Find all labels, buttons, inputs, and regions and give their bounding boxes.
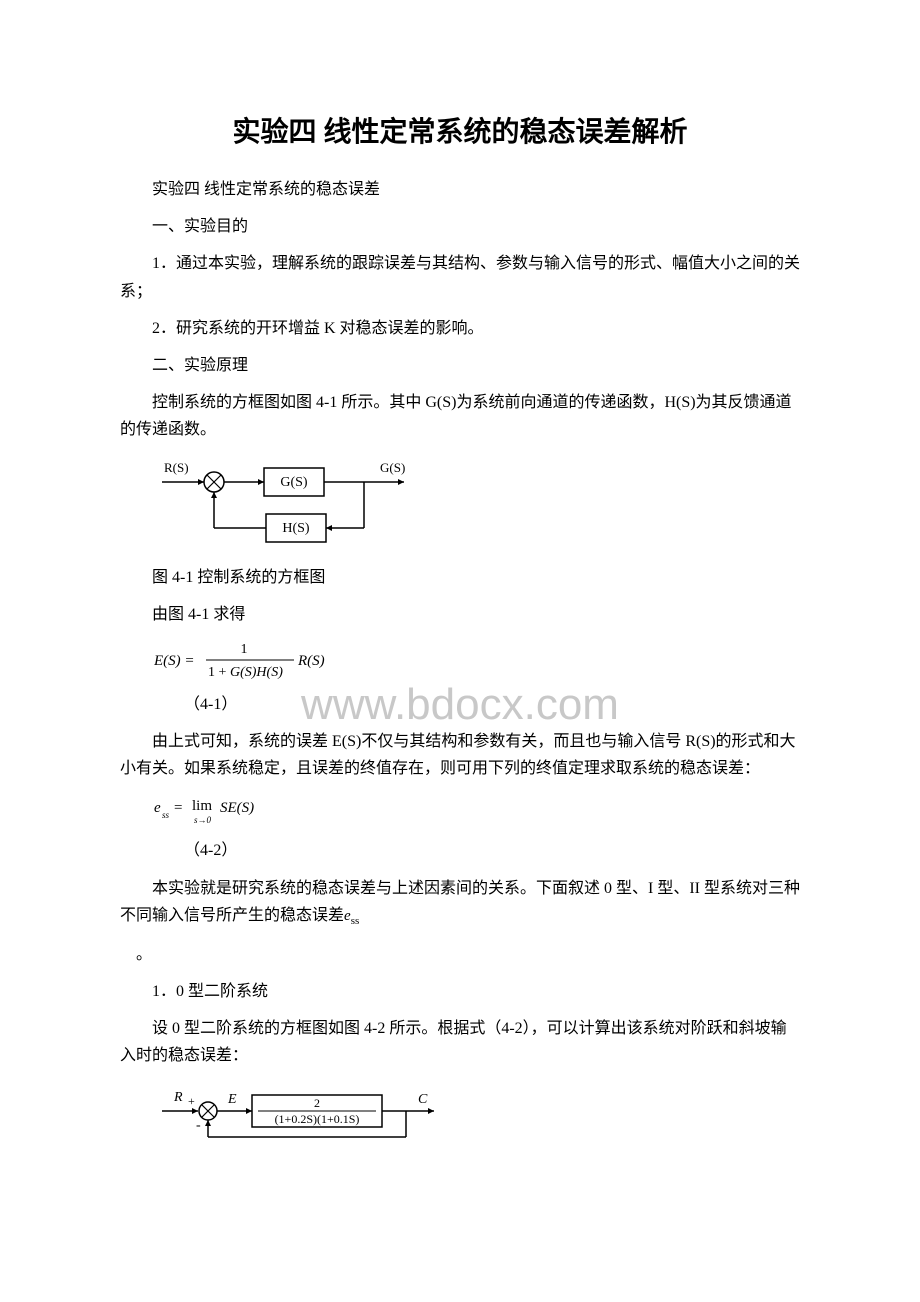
para-eq2-text: 本实验就是研究系统的稳态误差与上述因素间的关系。下面叙述 0 型、I 型、II … (120, 880, 800, 924)
block-diagram-4-1: R(S) G(S) G(S) H(S) (154, 458, 800, 554)
eq2-body: SE(S) (220, 800, 254, 816)
goal-item-1: 1．通过本实验，理解系统的跟踪误差与其结构、参数与输入信号的形式、幅值大小之间的… (120, 250, 800, 304)
ess-e: e (344, 908, 351, 924)
paragraph-after-eq2: 本实验就是研究系统的稳态误差与上述因素间的关系。下面叙述 0 型、I 型、II … (120, 875, 800, 931)
subtitle: 实验四 线性定常系统的稳态误差 (120, 176, 800, 203)
eq1-num: 1 (241, 642, 248, 657)
equation-4-2: e ss = lim s→0 SE(S) (154, 792, 800, 833)
heading-principle: 二、实验原理 (120, 352, 800, 379)
page-title: 实验四 线性定常系统的稳态误差解析 (120, 110, 800, 150)
d2-minus: - (196, 1118, 201, 1133)
block-diagram-4-2: R + - E 2 (1+0.2S)(1+0.1S) C (154, 1083, 800, 1143)
eq2-lim: lim (192, 798, 212, 814)
eq-number-4-1: （4-1） (120, 691, 800, 718)
d2-label-r: R (173, 1090, 183, 1105)
d2-plus: + (188, 1094, 195, 1108)
label-g-box: G(S) (280, 475, 308, 490)
paragraph-type0: 设 0 型二阶系统的方框图如图 4-2 所示。根据式（4-2），可以计算出该系统… (120, 1015, 800, 1069)
eq2-limsub: s→0 (194, 815, 212, 825)
eq1-rhs: R(S) (297, 653, 325, 669)
eq-number-4-2: （4-2） (120, 837, 800, 864)
heading-goal: 一、实验目的 (120, 213, 800, 240)
paragraph-after-eq1: 由上式可知，系统的误差 E(S)不仅与其结构和参数有关，而且也与输入信号 R(S… (120, 728, 800, 782)
heading-type0: 1．0 型二阶系统 (120, 978, 800, 1005)
eq1-lhs: E(S) = (154, 653, 195, 669)
equation-4-1: E(S) = 1 1 + G(S)H(S) R(S) (154, 638, 800, 687)
eq1-den-mid: G(S)H(S) (230, 665, 283, 680)
d2-tf-num: 2 (314, 1096, 320, 1110)
label-r: R(S) (164, 460, 189, 475)
eq2-ss: ss (162, 810, 170, 820)
eq2-e: e (154, 800, 161, 816)
period-line: 。 (120, 941, 800, 968)
eq1-den-left: 1 + (208, 665, 227, 680)
goal-item-2: 2．研究系统的开环增益 K 对稳态误差的影响。 (120, 315, 800, 342)
label-g-out: G(S) (380, 460, 405, 475)
text-by-fig41: 由图 4-1 求得 (120, 601, 800, 628)
eq2-eq: = (174, 800, 182, 816)
label-h-box: H(S) (282, 521, 310, 536)
d2-label-e: E (227, 1092, 237, 1107)
d2-label-c: C (418, 1092, 428, 1107)
d2-tf-den: (1+0.2S)(1+0.1S) (275, 1112, 360, 1126)
ess-ss: ss (351, 915, 360, 927)
caption-4-1: 图 4-1 控制系统的方框图 (120, 564, 800, 591)
principle-text-1: 控制系统的方框图如图 4-1 所示。其中 G(S)为系统前向通道的传递函数，H(… (120, 389, 800, 443)
